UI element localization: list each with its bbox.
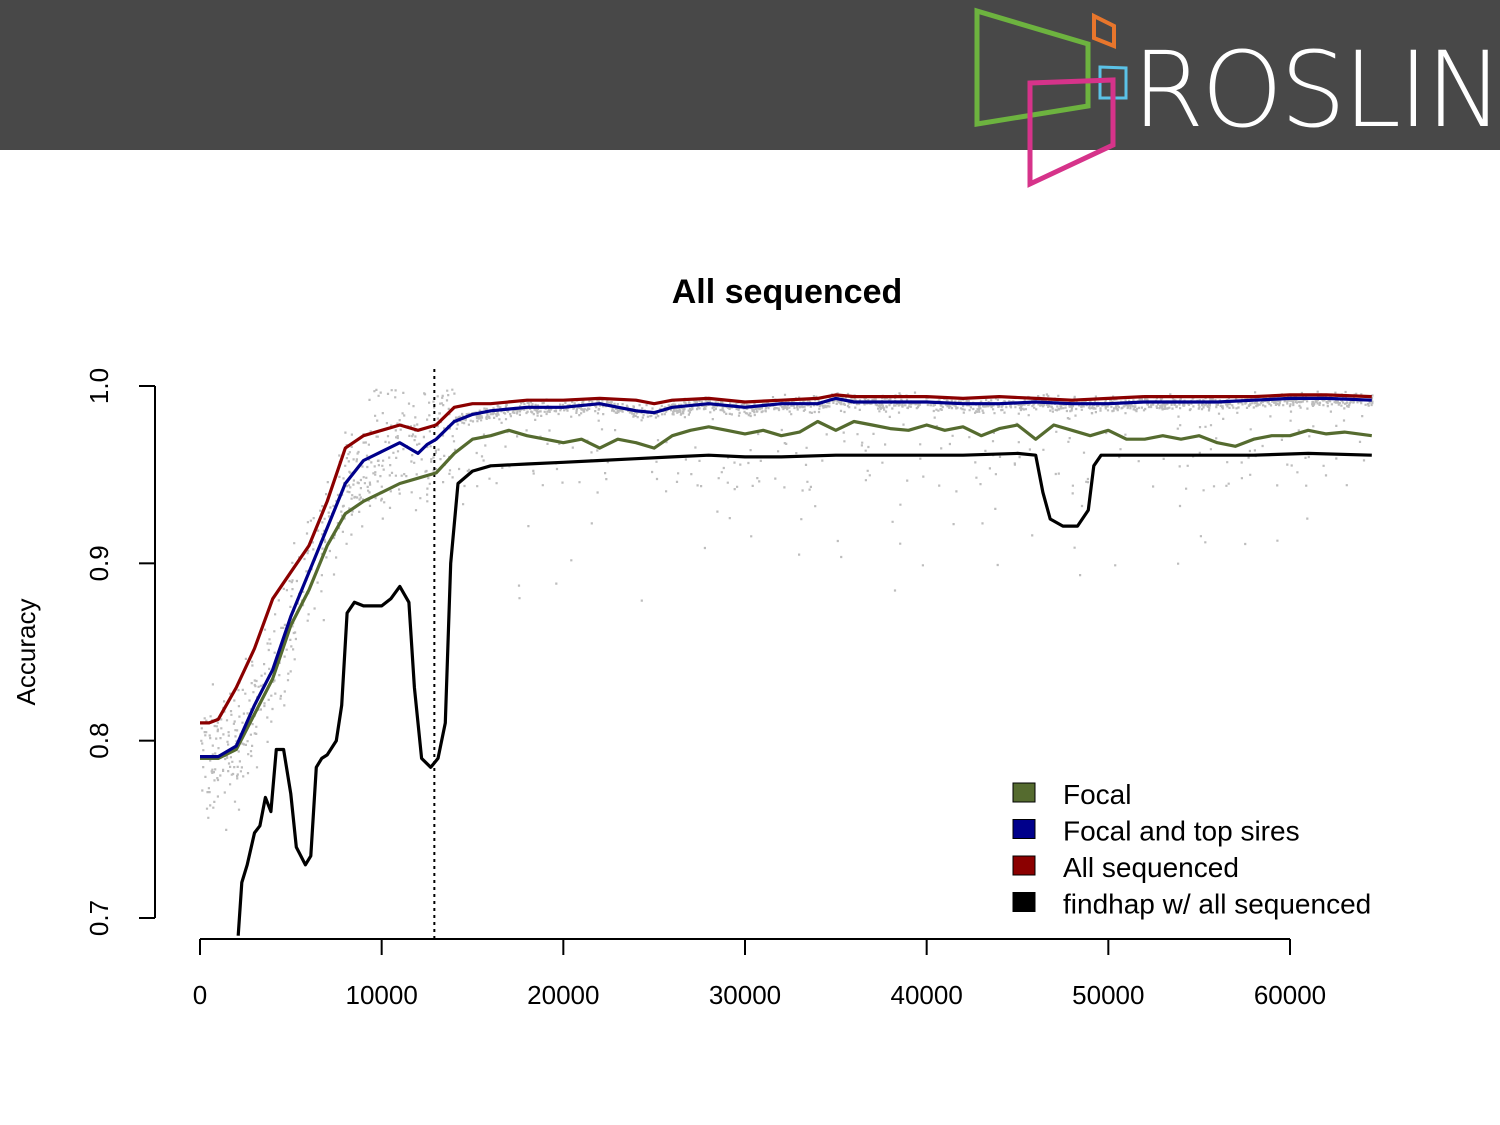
y-tick-label: 1.0 <box>84 368 114 404</box>
legend-label: All sequenced <box>1063 852 1239 883</box>
legend-label: findhap w/ all sequenced <box>1063 889 1371 920</box>
x-tick-label: 20000 <box>527 980 599 1010</box>
series-line-2 <box>200 393 1372 725</box>
series-line-0 <box>200 419 1373 760</box>
series-line-3 <box>236 451 1372 936</box>
x-tick-label: 40000 <box>891 980 963 1010</box>
x-tick-label: 30000 <box>709 980 781 1010</box>
logo-green-shape <box>974 7 1091 127</box>
y-tick-label: 0.9 <box>84 545 114 581</box>
legend-label: Focal <box>1063 779 1131 810</box>
y-axis-label: Accuracy <box>11 599 41 706</box>
legend-label: Focal and top sires <box>1063 816 1300 847</box>
legend-swatch <box>1012 819 1036 839</box>
series-line-1 <box>200 396 1372 759</box>
x-tick-label: 10000 <box>346 980 418 1010</box>
legend: Focal Focal and top sires All sequenced fin… <box>1012 779 1371 920</box>
legend-swatch <box>1012 782 1036 803</box>
series-lines <box>200 393 1373 936</box>
x-tick-label: 0 <box>193 980 207 1010</box>
roslin-logo <box>974 7 1128 188</box>
brand-text: ROSLIN <box>1132 29 1500 151</box>
x-tick-label: 50000 <box>1072 980 1144 1010</box>
legend-swatch <box>1012 892 1036 912</box>
chart-title: All sequenced <box>672 273 903 311</box>
y-tick-label: 0.8 <box>84 723 114 759</box>
logo-pink-shape <box>1027 77 1116 188</box>
header-bar <box>0 0 1500 150</box>
x-tick-label: 60000 <box>1254 980 1326 1010</box>
legend-swatch <box>1012 855 1036 876</box>
axes: 0 10000 20000 30000 40000 50000 60000 0.7 0.8 0.9… <box>84 368 1326 1010</box>
y-tick-label: 0.7 <box>84 900 114 936</box>
logo-orange-shape <box>1092 12 1116 49</box>
logo-blue-shape <box>1098 65 1128 100</box>
